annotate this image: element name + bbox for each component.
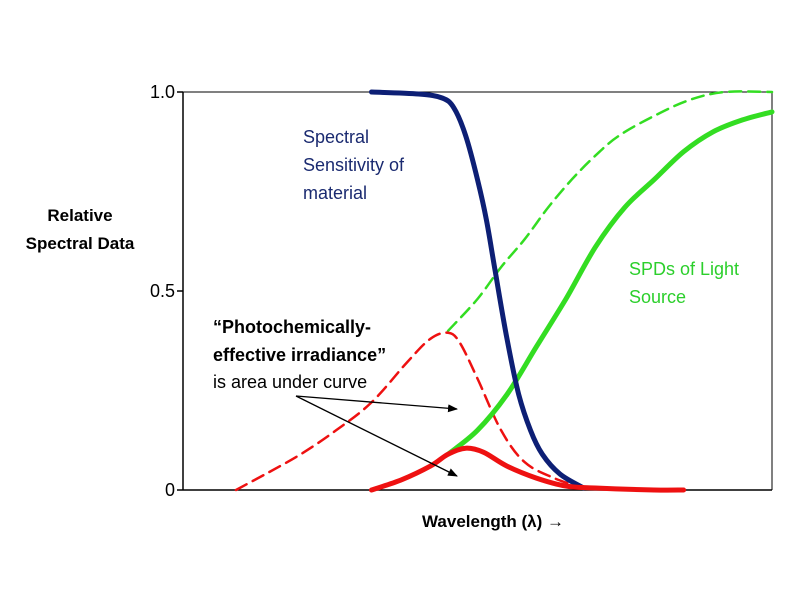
series-line-sensitivity — [369, 89, 586, 491]
series-line-irradiance-dashed — [234, 331, 585, 492]
sensitivity-annotation-line-1: Spectral — [303, 127, 369, 147]
y-axis-title-line-1: Relative — [47, 206, 112, 225]
irradiance-annotation-line-1: “Photochemically- — [213, 317, 371, 337]
irradiance-annotation: “Photochemically- effective irradiance” … — [213, 317, 386, 392]
y-ticks: 0 0.5 1.0 — [150, 82, 183, 500]
y-tick-label: 0.5 — [150, 281, 175, 301]
annotation-arrow-upper — [295, 395, 458, 413]
irradiance-annotation-line-3: is area under curve — [213, 372, 367, 392]
x-axis-title: Wavelength (λ) → — [422, 512, 564, 531]
y-tick-label: 0 — [165, 480, 175, 500]
series-line-spd-solid — [445, 109, 775, 457]
y-tick-label: 1.0 — [150, 82, 175, 102]
series-line-irradiance-solid — [369, 445, 687, 493]
annotation-arrow-lower — [295, 395, 458, 477]
y-axis-title-line-2: Spectral Data — [26, 234, 135, 253]
spd-annotation-line-2: Source — [629, 287, 686, 307]
spd-annotation-line-1: SPDs of Light — [629, 259, 739, 279]
sensitivity-annotation-line-2: Sensitivity of — [303, 155, 405, 175]
spd-annotation: SPDs of Light Source — [629, 259, 739, 307]
sensitivity-annotation: Spectral Sensitivity of material — [303, 127, 405, 203]
series-line-spd-dashed — [446, 90, 774, 333]
irradiance-annotation-line-2: effective irradiance” — [213, 345, 386, 365]
sensitivity-annotation-line-3: material — [303, 183, 367, 203]
series-layer — [234, 89, 775, 493]
